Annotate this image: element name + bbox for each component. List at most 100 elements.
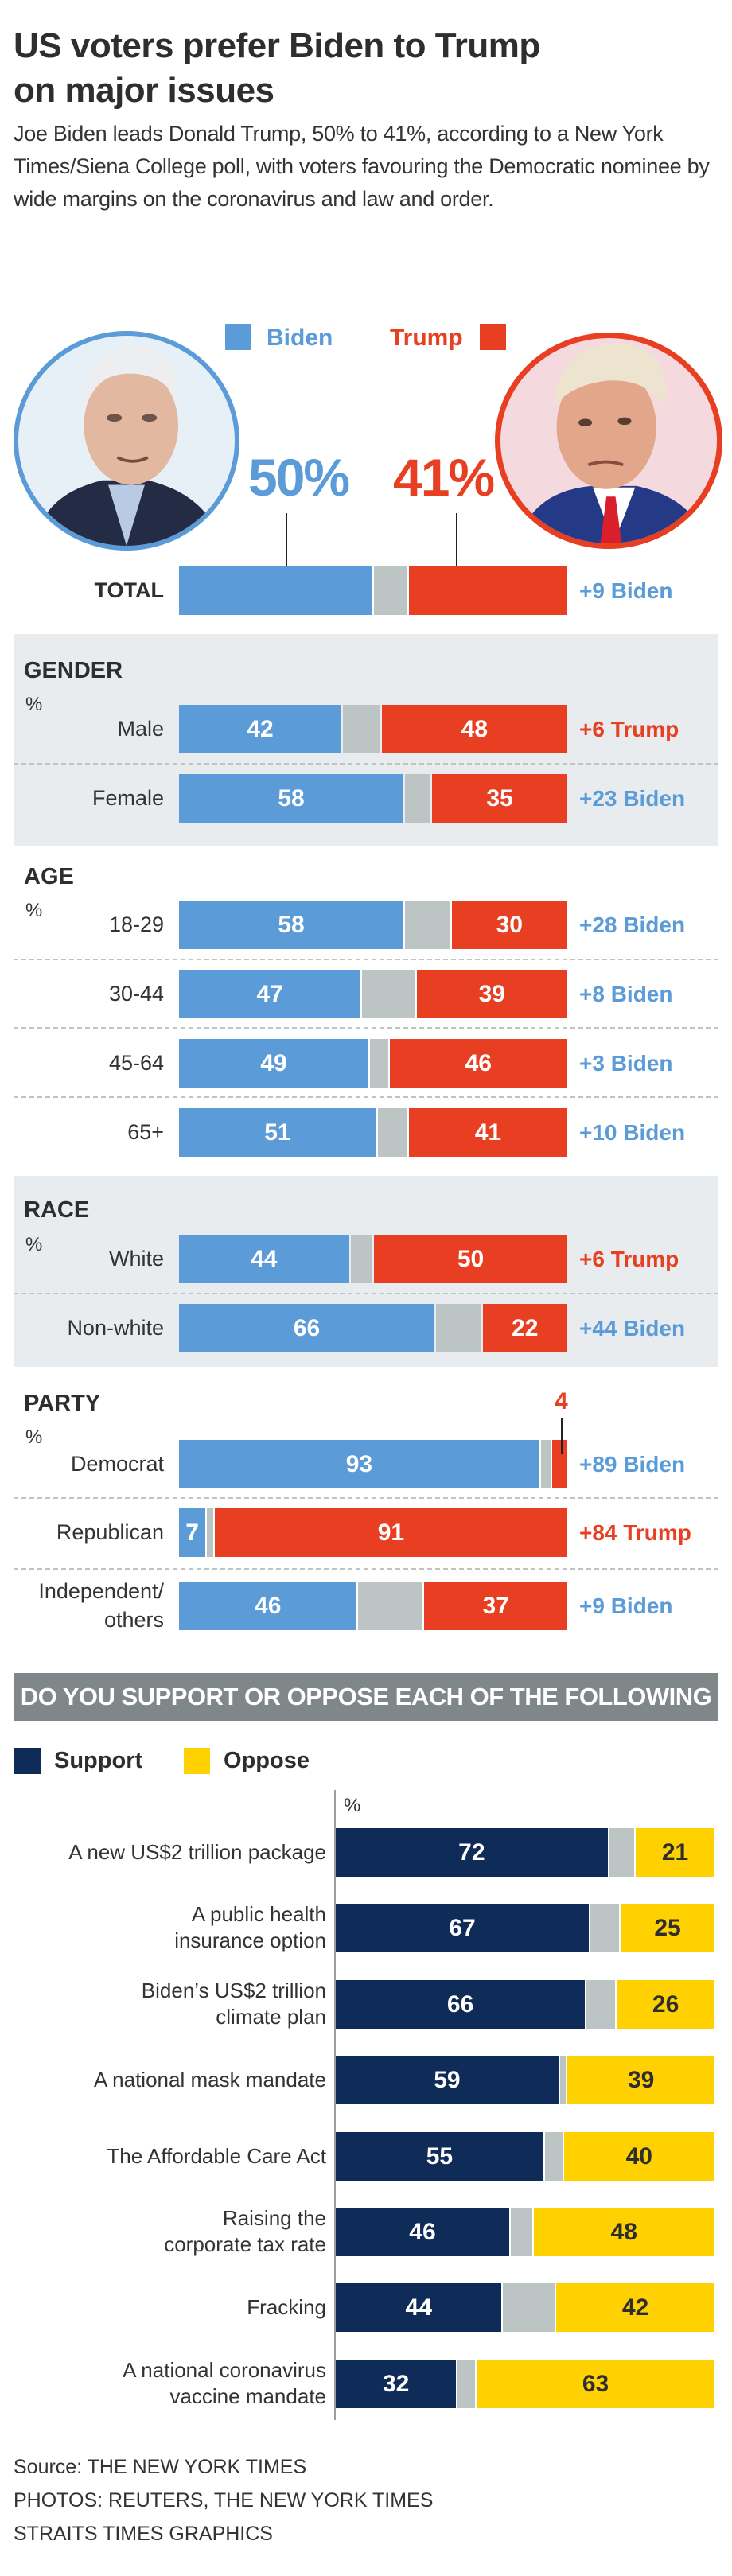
lead-label: +6 Trump (579, 1247, 679, 1271)
stacked-bar: 49 46 (179, 1039, 567, 1088)
support-bar-segment: 44 (336, 2283, 502, 2332)
stacked-bar: 66 22 (179, 1304, 567, 1352)
biden-value-label: 7 (185, 1519, 199, 1546)
row-label: Male (117, 717, 164, 741)
issue-label: A new US$2 trillion package (68, 1840, 326, 1864)
trump-legend-label: Trump (390, 325, 463, 351)
undecided-bar-segment (590, 1904, 619, 1952)
support-bar-segment: 67 (336, 1904, 589, 1952)
oppose-bar-segment: 39 (567, 2056, 714, 2104)
biden-value-label: 44 (251, 1245, 278, 1272)
oppose-value-label: 63 (582, 2370, 609, 2397)
biden-bar-segment: 93 (179, 1440, 539, 1488)
support-value-label: 67 (449, 1914, 476, 1941)
graphics-credit: STRAITS TIMES GRAPHICS (14, 2523, 273, 2545)
oppose-bar-segment: 26 (617, 1980, 714, 2029)
stacked-bar: 66 26 (336, 1980, 714, 2029)
trump-value-label: 37 (482, 1592, 509, 1619)
oppose-bar-segment: 40 (563, 2132, 714, 2181)
oppose-value-label: 40 (625, 2142, 652, 2169)
row-label: 45-64 (108, 1051, 164, 1075)
issue-label-line: Raising the (222, 2206, 326, 2230)
biden-value-label: 58 (278, 784, 305, 811)
trump-leader-line (456, 513, 458, 581)
gender-heading: GENDER (24, 658, 123, 683)
gender-unit: % (25, 694, 43, 715)
stacked-bar: 32 63 (336, 2360, 714, 2408)
row-label: Female (92, 786, 164, 810)
support-value-label: 32 (382, 2370, 410, 2397)
biden-value-label: 58 (278, 911, 305, 938)
trump-value-label: 50 (457, 1245, 485, 1272)
lead-label: +23 Biden (579, 786, 686, 811)
issues-banner: DO YOU SUPPORT OR OPPOSE EACH OF THE FOL… (14, 1673, 718, 1721)
issue-label: Raising the corporate tax rate (164, 2205, 326, 2258)
issue-label-line: A public health (191, 1902, 326, 1926)
oppose-value-label: 21 (661, 1839, 689, 1866)
support-value-label: 59 (434, 2066, 461, 2093)
support-bar-segment: 55 (336, 2132, 543, 2181)
issue-label: A national coronavirus vaccine mandate (123, 2357, 326, 2410)
biden-value-label: 42 (247, 715, 274, 742)
trump-bar-segment: 46 (389, 1039, 567, 1088)
oppose-value-label: 25 (654, 1914, 681, 1941)
trump-bar-segment (552, 1440, 567, 1488)
title-line-1: US voters prefer Biden to Trump (14, 26, 540, 65)
support-value-label: 44 (405, 2294, 432, 2321)
row-label: 30-44 (108, 982, 164, 1006)
trump-value-label: 46 (465, 1049, 492, 1076)
stacked-bar (179, 566, 567, 615)
undecided-bar-segment (510, 2208, 532, 2256)
undecided-bar-segment (350, 1235, 372, 1283)
race-unit: % (25, 1234, 43, 1255)
page-title: US voters prefer Biden to Trump on major… (14, 24, 714, 113)
undecided-bar-segment (609, 1828, 635, 1877)
support-bar-segment: 72 (336, 1828, 608, 1877)
oppose-bar-segment: 21 (636, 1828, 714, 1877)
oppose-value-label: 42 (621, 2294, 649, 2321)
trump-portrait (495, 333, 722, 549)
biden-portrait (14, 331, 239, 551)
total-label: TOTAL (94, 578, 165, 602)
stacked-bar: 46 48 (336, 2208, 714, 2256)
issue-label-line: vaccine mandate (169, 2384, 326, 2408)
support-legend-swatch (14, 1748, 41, 1774)
biden-bar-segment: 58 (179, 901, 404, 949)
row-label: Non-white (67, 1316, 164, 1340)
age-unit: % (25, 900, 43, 921)
undecided-bar-segment (207, 1508, 213, 1557)
row-divider (14, 763, 718, 765)
row-divider (14, 1293, 718, 1294)
lead-label: +9 Biden (579, 578, 673, 603)
row-label: Independent/others (38, 1577, 164, 1634)
trump-value-label: 22 (512, 1314, 539, 1341)
row-divider (14, 1497, 718, 1499)
trump-value-label: 91 (377, 1519, 405, 1546)
issue-label: Fracking (247, 2295, 326, 2319)
support-bar-segment: 66 (336, 1980, 586, 2029)
undecided-bar-segment (458, 2360, 476, 2408)
row-divider (14, 959, 718, 960)
trump-bar-segment: 35 (432, 774, 567, 823)
democrat-trump-callout: 4 (555, 1388, 568, 1414)
stacked-bar: 72 21 (336, 1828, 714, 1877)
oppose-value-label: 39 (627, 2066, 655, 2093)
oppose-bar-segment: 63 (477, 2360, 714, 2408)
lead-label: +8 Biden (579, 982, 673, 1006)
oppose-bar-segment: 42 (556, 2283, 714, 2332)
stacked-bar: 58 30 (179, 901, 567, 949)
biden-total-pct: 50% (248, 448, 350, 507)
issues-axis-line (334, 1790, 336, 2420)
biden-portrait-icon (33, 346, 224, 546)
age-heading: AGE (24, 864, 74, 889)
biden-bar-segment: 44 (179, 1235, 349, 1283)
row-label: 18-29 (108, 912, 164, 936)
oppose-legend-swatch (184, 1748, 210, 1774)
row-divider (14, 1568, 718, 1570)
row-label-line: others (103, 1608, 164, 1632)
democrat-trump-callout-line (561, 1418, 563, 1454)
race-heading: RACE (24, 1197, 90, 1223)
trump-bar-segment (408, 566, 567, 615)
title-line-2: on major issues (14, 71, 274, 110)
issues-unit: % (344, 1795, 361, 1816)
